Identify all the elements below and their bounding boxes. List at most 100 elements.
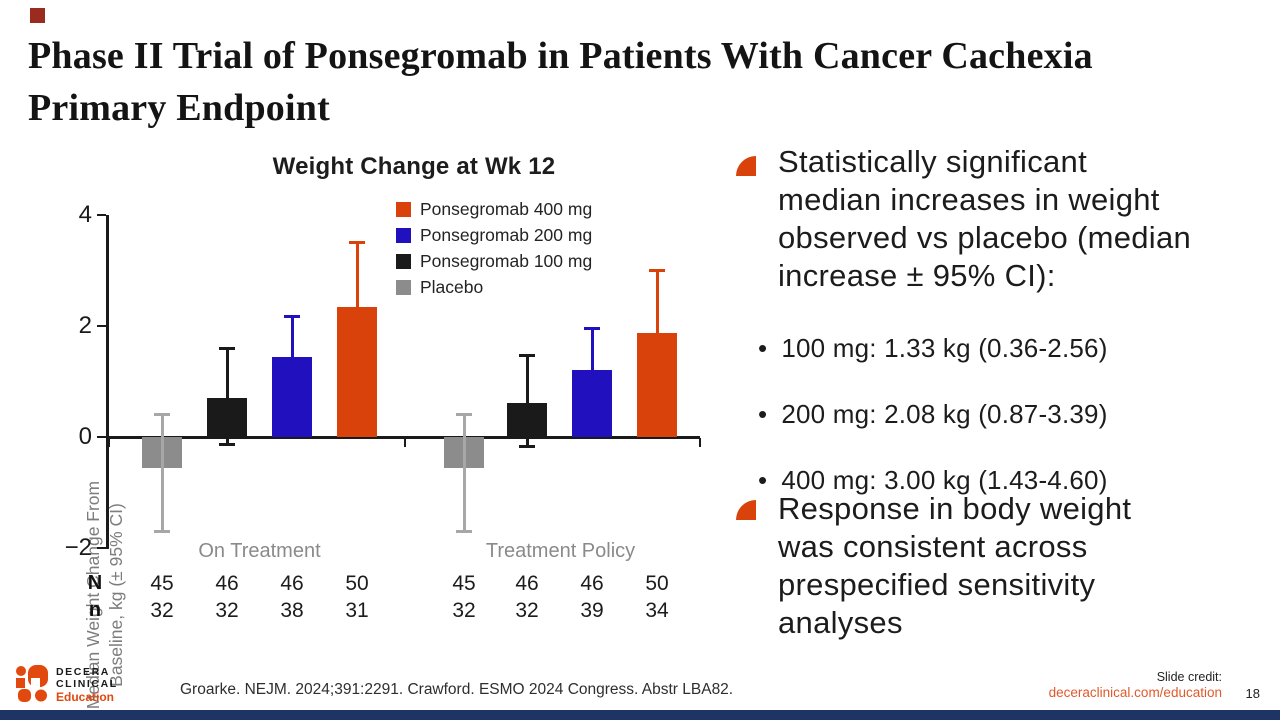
- sub-bullet-item: • 100 mg: 1.33 kg (0.36-2.56): [758, 332, 1108, 364]
- y-axis-tick: [97, 214, 106, 216]
- count-value: 50: [345, 572, 369, 595]
- count-value: 46: [515, 572, 539, 595]
- count-value: 32: [150, 599, 174, 622]
- error-bar-cap-top: [649, 269, 665, 272]
- corner-accent-square: [30, 8, 45, 23]
- error-bar-cap-top: [456, 413, 472, 417]
- bar-ponsegromab-100-mg: [207, 398, 247, 437]
- error-bar-line: [590, 328, 594, 404]
- error-bar-line: [655, 270, 659, 385]
- y-axis-line: [106, 215, 109, 549]
- bar-ponsegromab-100-mg: [507, 402, 547, 437]
- slide-credit-label: Slide credit:: [1156, 670, 1222, 684]
- count-value: 50: [645, 572, 669, 595]
- bullet-2-text: Response in body weight was consistent ac…: [778, 490, 1131, 642]
- count-value: 32: [515, 599, 539, 622]
- count-value: 31: [345, 599, 369, 622]
- sub-bullet-text: 400 mg: 3.00 kg (1.43-4.60): [781, 465, 1108, 495]
- x-axis-tick: [699, 438, 701, 447]
- bullet-2-line: Response in body weight: [778, 491, 1132, 526]
- x-axis-line: [108, 436, 700, 439]
- legend-swatch-icon: [396, 227, 411, 243]
- bullet-marker-icon: [736, 500, 756, 520]
- page-title-line1: Phase II Trial of Ponsegromab in Patient…: [28, 35, 1093, 77]
- y-tick-label: 0: [78, 423, 92, 450]
- bottom-accent-bar: [0, 710, 1280, 720]
- x-group-label: On Treatment: [198, 540, 321, 562]
- sub-bullet-item: • 200 mg: 2.08 kg (0.87-3.39): [758, 398, 1108, 430]
- legend-label: Ponsegromab 200 mg: [420, 224, 593, 245]
- page-number: 18: [1245, 686, 1260, 701]
- legend-swatch-icon: [396, 279, 411, 295]
- count-row-label: n: [88, 599, 102, 621]
- count-row-label: N: [87, 572, 103, 594]
- legend-item: Ponsegromab 200 mg: [396, 222, 592, 248]
- decera-logo-icon: [16, 665, 48, 707]
- error-bar-line: [225, 348, 229, 445]
- chart-legend: Ponsegromab 400 mg Ponsegromab 200 mg Pons…: [396, 196, 592, 300]
- legend-swatch-icon: [396, 201, 411, 217]
- sub-bullet-dot: •: [758, 465, 768, 495]
- error-bar-cap-top: [284, 315, 300, 319]
- sub-bullet-dot: •: [758, 399, 768, 429]
- count-value: 45: [150, 572, 174, 595]
- bullet-1-line: increase ± 95% CI):: [778, 258, 1056, 293]
- legend-item: Ponsegromab 100 mg: [396, 248, 592, 274]
- sub-bullet-item: • 400 mg: 3.00 kg (1.43-4.60): [758, 464, 1108, 496]
- logo-text-decera: DECERA: [56, 666, 110, 678]
- y-axis-tick: [97, 436, 106, 438]
- bullet-2-line: prespecified sensitivity: [778, 567, 1096, 602]
- citation-text: Groarke. NEJM. 2024;391:2291. Crawford. …: [180, 681, 734, 698]
- bullet-1-line: median increases in weight: [778, 182, 1160, 217]
- count-value: 46: [280, 572, 304, 595]
- legend-item: Placebo: [396, 274, 592, 300]
- y-tick-label: 2: [78, 312, 92, 339]
- logo-text-clinical: CLINICAL: [56, 678, 118, 690]
- count-value: 34: [645, 599, 669, 622]
- bullet-marker-icon: [736, 156, 756, 176]
- logo-text-education: Education: [56, 690, 115, 704]
- count-value: 32: [452, 599, 476, 622]
- slide-credit-link[interactable]: deceraclinical.com/education: [1048, 685, 1222, 700]
- chart-title: Weight Change at Wk 12: [272, 153, 556, 180]
- count-value: 38: [280, 599, 304, 622]
- error-bar-cap-bottom: [219, 442, 235, 446]
- error-bar-line: [462, 414, 466, 532]
- count-value: 45: [452, 572, 476, 595]
- count-value: 46: [580, 572, 604, 595]
- error-bar-cap-bottom: [154, 529, 170, 533]
- bar-ponsegromab-200-mg: [272, 356, 312, 437]
- legend-swatch-icon: [396, 253, 411, 269]
- error-bar-cap-top: [519, 353, 535, 357]
- y-axis-tick: [97, 325, 106, 327]
- error-bar-cap-bottom: [456, 529, 472, 533]
- error-bar-cap-top: [349, 241, 365, 245]
- bar-ponsegromab-400-mg: [637, 332, 677, 437]
- bar-chart-plot-area: Median Weight Change From Baseline, kg (…: [65, 201, 701, 709]
- y-tick-label: 4: [78, 201, 92, 228]
- sub-bullet-dot: •: [758, 333, 768, 363]
- legend-item: Ponsegromab 400 mg: [396, 196, 592, 222]
- page-title-line2: Primary Endpoint: [28, 87, 330, 129]
- bullet-2-line: was consistent across: [778, 529, 1088, 564]
- count-value: 46: [215, 572, 239, 595]
- legend-label: Ponsegromab 100 mg: [420, 250, 593, 271]
- error-bar-cap-bottom: [519, 445, 535, 449]
- sub-bullet-text: 100 mg: 1.33 kg (0.36-2.56): [781, 333, 1108, 363]
- count-value: 32: [215, 599, 239, 622]
- bullet-1-line: Statistically significant: [778, 144, 1088, 179]
- error-bar-line: [525, 355, 529, 447]
- bullet-1-text: Statistically significant median increase…: [778, 143, 1191, 295]
- x-group-label: Treatment Policy: [485, 540, 636, 562]
- error-bar-cap-top: [154, 413, 170, 417]
- bullet-2-line: analyses: [778, 605, 903, 640]
- legend-label: Placebo: [420, 276, 484, 297]
- error-bar-cap-top: [584, 326, 600, 330]
- error-bar-line: [160, 414, 164, 532]
- y-axis-tick: [97, 547, 106, 549]
- bullet-1-line: observed vs placebo (median: [778, 220, 1192, 255]
- bar-ponsegromab-400-mg: [337, 306, 377, 437]
- x-axis-tick: [108, 438, 110, 447]
- sub-bullet-text: 200 mg: 2.08 kg (0.87-3.39): [781, 399, 1108, 429]
